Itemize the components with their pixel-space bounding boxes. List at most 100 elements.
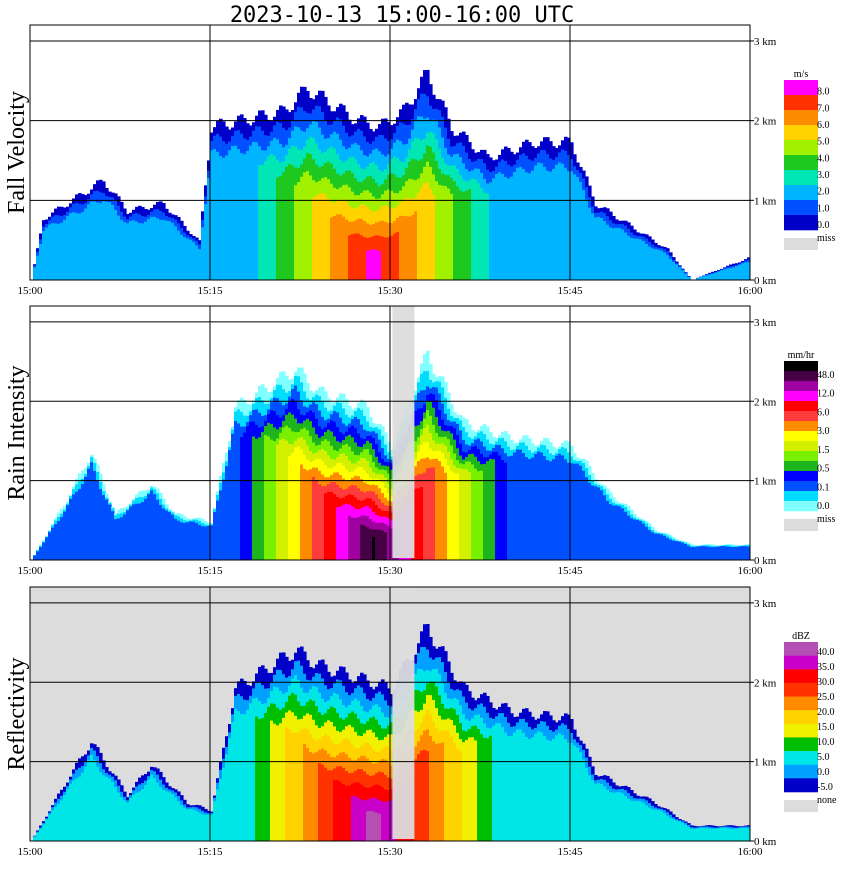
colorbar-swatch (784, 642, 818, 656)
colorbar-swatch (784, 441, 818, 452)
echo-column (69, 498, 73, 560)
echo-column (114, 787, 118, 841)
echo-column (744, 827, 748, 841)
echo-column (591, 213, 595, 280)
echo-column (741, 827, 745, 841)
echo-column (444, 186, 448, 280)
echo-column (459, 468, 463, 560)
echo-column (93, 760, 97, 841)
echo-column (210, 814, 214, 841)
y-axis-label: Fall Velocity (4, 91, 30, 214)
echo-column (435, 181, 439, 280)
echo-column (492, 178, 496, 280)
echo-column (639, 521, 643, 560)
echo-column (498, 172, 502, 280)
echo-column (675, 820, 679, 841)
echo-column (534, 733, 538, 841)
echo-column (174, 518, 178, 560)
echo-column (249, 703, 253, 841)
x-tick-label: 15:45 (557, 846, 583, 858)
echo-column (732, 547, 736, 560)
echo-column (297, 446, 301, 560)
echo-column (153, 777, 157, 841)
echo-column (627, 515, 631, 560)
echo-column (108, 778, 112, 841)
echo-column (339, 781, 343, 841)
echo-column (636, 800, 640, 841)
echo-column (78, 488, 82, 560)
echo-column (552, 738, 556, 841)
echo-column (501, 727, 505, 841)
echo-column (711, 828, 715, 841)
echo-column (33, 836, 37, 841)
echo-column (357, 517, 361, 560)
echo-column (327, 198, 331, 280)
y-tick-label: 2 km (754, 396, 777, 408)
panel-fall-velocity: 15:00 15:15 15:30 15:45 16:000 km 1 km 2 km 3 k… (4, 24, 835, 297)
y-tick-label: 0 km (754, 555, 777, 567)
echo-column (738, 264, 742, 280)
echo-column (603, 495, 607, 560)
echo-column (717, 546, 721, 560)
echo-column (54, 806, 58, 841)
colorbar-swatch (784, 751, 818, 766)
echo-column (441, 185, 445, 280)
panel-rain-intensity: 15:00 15:15 15:30 15:45 16:000 km 1 km 2 km 3 k… (4, 305, 835, 577)
echo-column (423, 749, 427, 841)
echo-column (669, 539, 673, 560)
echo-column (360, 235, 364, 280)
echo-column (606, 224, 610, 280)
echo-column (126, 223, 130, 280)
echo-column (747, 828, 750, 841)
echo-column (402, 215, 406, 280)
echo-column (105, 776, 109, 841)
echo-column (462, 191, 466, 280)
echo-column (441, 742, 445, 841)
echo-column (252, 141, 256, 280)
echo-column (579, 752, 583, 841)
echo-column (99, 489, 103, 560)
y-tick-label: 1 km (754, 757, 777, 769)
echo-column (183, 522, 187, 560)
echo-column (93, 470, 97, 560)
echo-column (135, 221, 139, 280)
echo-column (129, 506, 133, 560)
echo-column (414, 488, 418, 560)
colorbar-swatch (784, 170, 818, 186)
echo-column (600, 218, 604, 280)
echo-column (189, 239, 193, 280)
echo-column (657, 249, 661, 280)
echo-column (60, 800, 64, 841)
echo-column (342, 216, 346, 280)
echo-column (579, 465, 583, 560)
colorbar: m/s 8.0 7.0 6.0 5.0 4.0 3.0 2.0 1.0 0.0 miss (784, 69, 835, 250)
echo-column (576, 176, 580, 280)
echo-column (747, 546, 750, 560)
y-tick-label: 3 km (754, 36, 777, 48)
colorbar-swatch (784, 778, 818, 793)
y-tick-label: 1 km (754, 195, 777, 207)
echo-column (285, 166, 289, 280)
echo-column (198, 249, 202, 280)
echo-column (57, 223, 61, 280)
y-tick-label: 0 km (754, 836, 777, 848)
echo-column (261, 164, 265, 280)
echo-column (147, 218, 151, 280)
echo-column (537, 731, 541, 841)
y-tick-label: 2 km (754, 677, 777, 689)
x-tick-label: 15:15 (197, 565, 223, 577)
echo-column (426, 468, 430, 560)
echo-column (615, 505, 619, 560)
echo-column (255, 438, 259, 560)
echo-column (546, 460, 550, 560)
x-tick-label: 15:45 (557, 285, 583, 297)
echo-column (258, 165, 262, 280)
echo-column (618, 506, 622, 560)
echo-column (123, 800, 127, 841)
echo-column (507, 178, 511, 280)
echo-column (366, 811, 370, 841)
echo-column (504, 462, 508, 560)
echo-column (363, 237, 367, 280)
echo-column (156, 499, 160, 560)
